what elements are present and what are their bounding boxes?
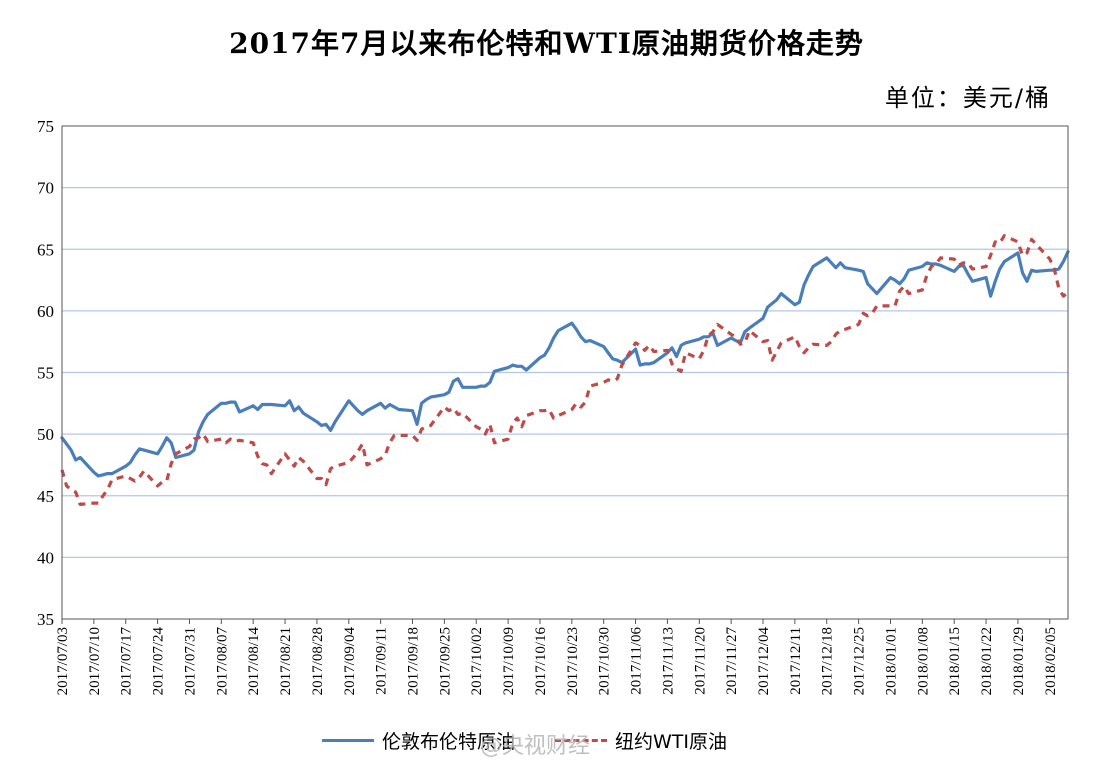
y-tick-label: 35 bbox=[37, 610, 54, 629]
x-tick-label: 2017/11/20 bbox=[692, 627, 708, 695]
legend-label-brent: 伦敦布伦特原油 bbox=[382, 731, 516, 753]
x-tick-label: 2017/08/28 bbox=[310, 627, 326, 695]
legend-label-wti: 纽约WTI原油 bbox=[615, 731, 727, 753]
x-tick-label: 2017/10/23 bbox=[565, 627, 581, 695]
x-tick-label: 2017/07/03 bbox=[55, 627, 71, 695]
x-tick-label: 2017/12/25 bbox=[852, 627, 868, 695]
series-line-wti bbox=[60, 234, 1070, 506]
x-tick-label: 2017/10/02 bbox=[469, 627, 485, 695]
x-tick-label: 2017/07/10 bbox=[87, 627, 103, 695]
y-tick-label: 50 bbox=[37, 425, 54, 444]
x-tick-label: 2017/11/06 bbox=[629, 627, 645, 695]
y-tick-label: 60 bbox=[37, 302, 54, 321]
x-tick-label: 2018/01/15 bbox=[947, 627, 963, 695]
x-tick-label: 2017/08/21 bbox=[278, 627, 294, 695]
x-tick-label: 2017/09/18 bbox=[406, 627, 422, 695]
x-tick-label: 2017/09/11 bbox=[374, 627, 390, 695]
x-tick-label: 2017/12/11 bbox=[788, 627, 804, 695]
legend-swatch-wti bbox=[555, 739, 607, 742]
unit-label: 单位：美元/桶 bbox=[884, 84, 1051, 112]
x-tick-label: 2017/12/18 bbox=[820, 627, 836, 695]
legend-item-wti: 纽约WTI原油 bbox=[555, 727, 727, 754]
x-tick-label: 2017/10/16 bbox=[533, 627, 549, 696]
y-tick-label: 55 bbox=[37, 364, 54, 383]
x-tick-label: 2018/01/08 bbox=[915, 627, 931, 695]
x-tick-label: 2018/01/01 bbox=[883, 627, 899, 695]
legend-swatch-brent bbox=[322, 739, 374, 742]
x-tick-label: 2017/07/31 bbox=[182, 627, 198, 695]
x-tick-label: 2017/08/14 bbox=[246, 627, 262, 696]
x-tick-label: 2017/12/04 bbox=[756, 627, 772, 696]
x-tick-label: 2018/02/05 bbox=[1043, 627, 1059, 695]
plot-border bbox=[61, 125, 1069, 620]
x-tick-label: 2018/01/29 bbox=[1011, 627, 1027, 695]
chart-title: 2017年7月以来布伦特和WTI原油期货价格走势 bbox=[229, 27, 864, 60]
y-axis: 35 40 45 50 55 60 65 70 75 bbox=[37, 117, 54, 629]
x-tick-label: 2017/11/27 bbox=[724, 627, 740, 695]
y-tick-label: 75 bbox=[37, 117, 54, 136]
y-tick-label: 45 bbox=[37, 487, 54, 506]
x-tick-label: 2018/01/22 bbox=[979, 627, 995, 695]
x-tick-label: 2017/08/07 bbox=[214, 627, 230, 696]
x-axis: 2017/07/03 2017/07/10 2017/07/17 2017/07/24… bbox=[55, 619, 1059, 695]
y-tick-label: 65 bbox=[37, 240, 54, 259]
series-layer bbox=[60, 234, 1070, 506]
series-line-brent bbox=[60, 250, 1070, 478]
x-tick-label: 2017/07/24 bbox=[151, 627, 167, 696]
legend-item-brent: 伦敦布伦特原油 bbox=[322, 727, 515, 754]
legend: 伦敦布伦特原油 纽约WTI原油 bbox=[0, 727, 1093, 757]
x-tick-label: 2017/11/13 bbox=[660, 627, 676, 695]
y-tick-label: 40 bbox=[37, 548, 54, 567]
y-tick-label: 70 bbox=[37, 179, 54, 198]
x-tick-label: 2017/10/30 bbox=[597, 627, 613, 695]
x-tick-label: 2017/09/25 bbox=[437, 627, 453, 695]
x-tick-label: 2017/07/17 bbox=[119, 627, 135, 696]
x-tick-label: 2017/09/04 bbox=[342, 627, 358, 696]
x-tick-label: 2017/10/09 bbox=[501, 627, 517, 695]
watermark: @央视财经 bbox=[480, 734, 591, 759]
grid-layer bbox=[62, 187, 1068, 558]
